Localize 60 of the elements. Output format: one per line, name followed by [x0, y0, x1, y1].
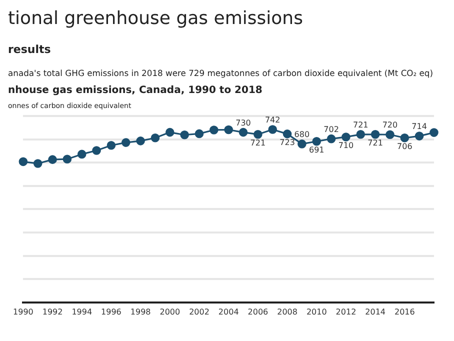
data-label: 714: [412, 122, 427, 132]
point: [92, 146, 101, 155]
chart-subtitle: nhouse gas emissions, Canada, 1990 to 2018: [8, 85, 264, 96]
point: [180, 130, 189, 140]
x-tick-label: 2010: [306, 307, 327, 316]
point: [254, 130, 262, 139]
x-tick-label: 2006: [248, 307, 268, 316]
x-tick-label: 2016: [394, 307, 415, 316]
chart-title: tional greenhouse gas emissions: [8, 8, 304, 29]
point: [136, 136, 145, 146]
point: [282, 130, 292, 138]
text: results: [8, 43, 52, 56]
data-label: 680: [294, 130, 310, 140]
x-tick-label: 1998: [130, 307, 151, 316]
data-label: 721: [250, 138, 266, 148]
x-tick-label: 1994: [72, 307, 92, 316]
data-label: 721: [353, 120, 368, 130]
point: [238, 128, 248, 137]
point: [18, 157, 28, 166]
x-tick-label: 1996: [101, 307, 122, 316]
point: [210, 126, 218, 134]
x-tick-label: 2000: [160, 307, 180, 316]
point: [430, 128, 438, 137]
x-tick-label: 2002: [189, 307, 210, 316]
x-tick-label: 2014: [365, 307, 386, 316]
x-tick-label: 1992: [42, 307, 63, 316]
point: [194, 129, 204, 138]
x-tick-label: 1990: [13, 307, 34, 316]
point: [400, 134, 410, 142]
point: [62, 154, 72, 164]
data-label: 723: [280, 138, 295, 148]
data-label: 710: [338, 141, 354, 150]
point: [326, 134, 336, 144]
text: anada's total GHG emissions in 2018 were 729 megatonnes of carbon dioxide equivalent (Mt CO₂ eq): [8, 68, 434, 78]
point: [298, 140, 306, 148]
x-tick-label: 2004: [218, 307, 239, 316]
data-label: 702: [324, 124, 339, 134]
point: [268, 125, 278, 134]
point: [48, 155, 57, 164]
x-tick-label: 2008: [277, 307, 298, 316]
point: [386, 130, 394, 140]
point: [356, 130, 366, 139]
data-label: 691: [308, 145, 324, 154]
point: [106, 140, 116, 150]
data-label: 730: [236, 118, 251, 128]
data-label: 706: [397, 142, 412, 151]
point: [150, 134, 160, 142]
x-tick-label: 2012: [336, 307, 356, 316]
point: [166, 128, 174, 137]
point: [33, 159, 42, 168]
data-label: 720: [382, 120, 398, 130]
point: [224, 125, 233, 134]
point: [342, 132, 350, 142]
point: [312, 136, 322, 146]
data-label: 721: [368, 138, 383, 148]
data-label: 742: [264, 116, 280, 125]
point: [121, 138, 130, 147]
point: [77, 150, 86, 159]
point: [414, 132, 424, 140]
point: [370, 130, 380, 139]
